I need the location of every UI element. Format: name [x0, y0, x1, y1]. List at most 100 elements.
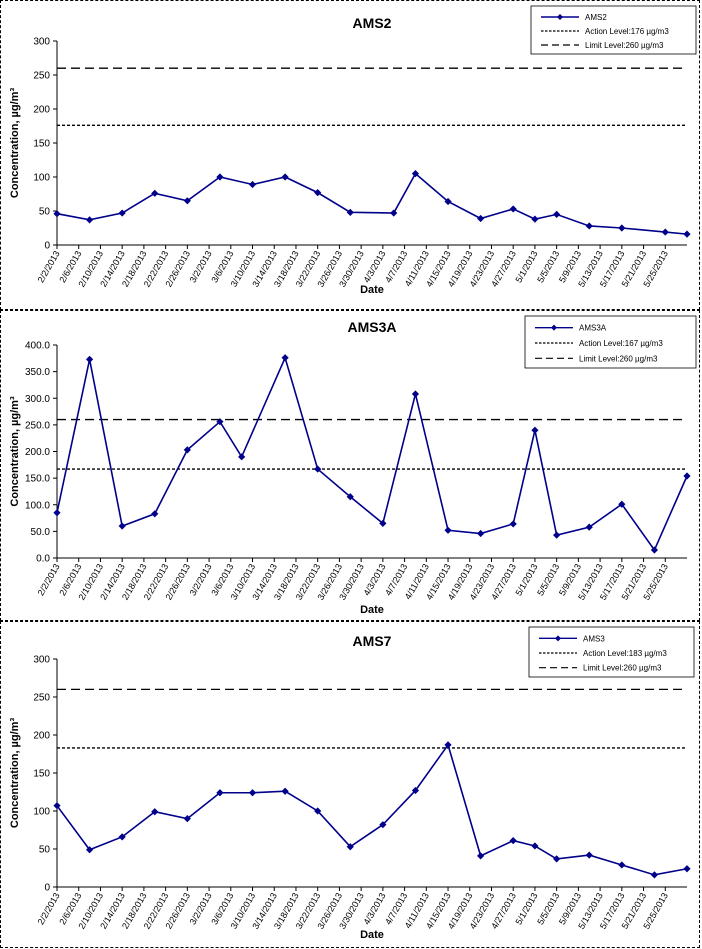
data-point — [53, 210, 61, 218]
y-tick-label: 50 — [39, 207, 51, 218]
data-point — [216, 789, 224, 797]
y-tick-label: 100.0 — [25, 500, 50, 511]
y-tick-label: 0 — [44, 883, 50, 894]
data-point — [118, 209, 126, 217]
data-point — [585, 523, 593, 531]
legend-box — [528, 626, 695, 678]
data-point — [248, 180, 257, 189]
series-line — [56, 172, 688, 235]
data-point — [411, 390, 420, 398]
y-tick-label: 50 — [39, 845, 51, 856]
data-point — [509, 837, 517, 845]
data-point — [281, 173, 289, 181]
x-axis-label: Date — [360, 284, 384, 296]
y-tick-label: 300.0 — [25, 394, 50, 405]
data-point — [553, 210, 561, 218]
data-point — [151, 189, 159, 197]
legend: AMS3 Action Level:183 µg/m3 Limit Level:26… — [528, 626, 695, 678]
y-tick-label: 250.0 — [25, 420, 50, 431]
y-tick-label: 200 — [33, 731, 50, 742]
chart-title: AMS2 — [353, 15, 392, 31]
data-point — [650, 546, 659, 554]
x-axis-label: Date — [360, 604, 384, 616]
data-point — [509, 520, 517, 528]
legend: AMS3A Action Level:167 µg/m3 Limit Level:2… — [524, 315, 697, 369]
data-point — [53, 802, 61, 810]
legend-label: AMS3A — [579, 324, 607, 333]
y-tick-label: 200.0 — [25, 447, 50, 458]
data-point — [509, 205, 517, 213]
data-point — [346, 493, 354, 501]
data-point — [281, 787, 289, 795]
y-axis-label: Concentration, µg/m³ — [9, 88, 21, 199]
data-point — [553, 855, 561, 863]
chart-title: AMS3A — [347, 319, 396, 335]
data-point — [53, 509, 61, 517]
legend-label: AMS2 — [585, 13, 607, 22]
data-point — [477, 529, 485, 538]
y-tick-label: 150.0 — [25, 474, 50, 485]
data-point — [346, 208, 354, 216]
data-point — [151, 510, 159, 518]
data-point — [281, 354, 289, 362]
chart-ams3a: AMS3A 0.0 50.0 100.0 150.0 200.0 250.0 300.0 350… — [9, 315, 697, 616]
y-tick-label: 150 — [33, 139, 50, 150]
legend-label: Limit Level:260 µg/m3 — [583, 664, 662, 673]
y-tick-label: 0.0 — [36, 554, 50, 565]
legend-label: Action Level:183 µg/m3 — [583, 649, 667, 658]
y-tick-label: 100 — [33, 173, 50, 184]
legend-label: AMS3 — [583, 634, 605, 643]
data-point — [477, 214, 485, 223]
data-point — [379, 821, 387, 829]
y-tick-label: 350.0 — [25, 367, 50, 378]
y-tick-label: 100 — [33, 807, 50, 818]
data-point — [444, 741, 452, 749]
y-tick-label: 250 — [33, 693, 50, 704]
legend-label: Limit Level:260 µg/m3 — [579, 354, 658, 363]
legend-swatch-marker — [555, 635, 561, 642]
x-axis-label: Date — [360, 929, 384, 941]
y-tick-label: 200 — [33, 105, 50, 116]
y-tick-label: 250 — [33, 71, 50, 82]
data-point — [390, 209, 398, 217]
data-point — [379, 519, 387, 527]
data-point — [183, 197, 191, 205]
data-point — [477, 852, 485, 860]
data-point — [118, 522, 126, 530]
data-point — [151, 808, 159, 816]
data-point — [531, 842, 539, 850]
data-point — [585, 851, 593, 859]
data-point — [585, 222, 593, 230]
y-tick-label: 300 — [33, 655, 50, 666]
legend-swatch-marker — [551, 324, 557, 331]
y-tick-label: 50.0 — [31, 527, 51, 538]
y-axis-label: Concentration, µg/m³ — [9, 396, 21, 507]
chart-panel-ams2: AMS2 0 50 100 150 200 250 300 2/2/2013 2/6/2013 2/… — [0, 0, 700, 310]
legend-label: Action Level:167 µg/m3 — [579, 339, 663, 348]
data-point — [683, 230, 691, 238]
legend-label: Action Level:176 µg/m3 — [585, 27, 669, 36]
data-point — [238, 453, 246, 461]
legend-swatch-marker — [557, 14, 563, 20]
chart-ams2: AMS20501001502002503002/2/20132/6/20132/… — [9, 5, 697, 296]
data-point — [618, 224, 626, 232]
data-point — [85, 216, 94, 224]
data-point — [618, 861, 626, 869]
data-point — [85, 846, 94, 854]
data-point — [314, 465, 322, 473]
y-axis-label: Concentration, µg/m³ — [9, 718, 21, 829]
legend-box — [530, 5, 697, 55]
data-point — [444, 526, 452, 534]
legend-box — [524, 315, 697, 369]
data-point — [531, 215, 539, 223]
data-point — [661, 228, 669, 236]
data-point — [248, 789, 257, 797]
data-point — [531, 426, 539, 434]
chart-title: AMS7 — [353, 633, 392, 649]
data-point — [411, 170, 420, 178]
data-point — [553, 531, 561, 539]
y-tick-label: 0 — [44, 241, 50, 252]
chart-panel-ams7: AMS7 0 50 100 150 200 250 300 2/2/2013 2/6/2013 2/… — [0, 621, 700, 948]
legend-label: Limit Level:260 µg/m3 — [585, 41, 664, 50]
data-point — [683, 472, 691, 480]
